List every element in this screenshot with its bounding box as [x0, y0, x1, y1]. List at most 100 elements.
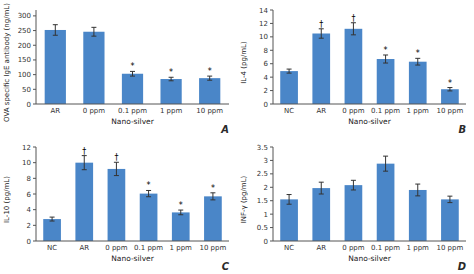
- panel: 024681012NCAR0 ppm0.1 ppm1 ppm10 ppm††**…: [3, 144, 230, 273]
- y-axis: [273, 10, 274, 104]
- y-tick-label: 4: [264, 74, 269, 82]
- bar: [312, 34, 330, 105]
- annotation: *: [211, 184, 215, 193]
- y-tick-label: 100: [18, 71, 31, 79]
- x-tick-label: 0 ppm: [105, 244, 128, 252]
- panel-label: C: [222, 261, 230, 272]
- error-line: [383, 171, 388, 172]
- y-tick-label: 12: [259, 20, 268, 28]
- error-bar: [178, 210, 183, 215]
- y-axis: [36, 147, 37, 241]
- bar: [409, 190, 427, 241]
- bar: [172, 212, 190, 241]
- y-tick-label: 8: [27, 175, 31, 183]
- error-bar: [447, 88, 452, 91]
- y-tick-label: 14: [259, 7, 268, 15]
- bar: [377, 59, 395, 104]
- x-tick-label: 10 ppm: [199, 244, 226, 252]
- y-tick-label: 2: [264, 184, 268, 192]
- bar: [377, 164, 395, 241]
- error-line: [415, 184, 420, 185]
- error-line: [130, 76, 135, 77]
- bar: [345, 29, 363, 104]
- y-tick-label: 0.5: [257, 224, 268, 232]
- error-line: [209, 76, 210, 80]
- y-label: INF-γ (pg/mL): [240, 175, 248, 223]
- bar: [43, 219, 61, 241]
- error-bar: [207, 76, 212, 80]
- y-tick-label: 4: [27, 206, 32, 214]
- x-tick-label: 1 ppm: [170, 244, 193, 252]
- x-tick-label: 0 ppm: [342, 244, 365, 252]
- figure: 050100150200250300AR0 ppm0.1 ppm1 ppm10 …: [0, 0, 474, 274]
- error-line: [171, 77, 172, 81]
- bar: [345, 185, 363, 241]
- annotation: *: [384, 46, 388, 55]
- x-tick-label: NC: [284, 244, 294, 252]
- error-line: [53, 35, 58, 36]
- y-tick-label: 1.5: [257, 197, 268, 205]
- x-tick-label: 0.1 ppm: [118, 107, 147, 115]
- error-bar: [53, 25, 58, 36]
- y-tick-label: 2: [27, 222, 31, 230]
- y-tick-label: 8: [264, 47, 268, 55]
- y-tick-label: 10: [259, 33, 268, 41]
- error-line: [178, 214, 183, 215]
- error-line: [82, 169, 87, 170]
- error-bar: [114, 162, 119, 175]
- error-line: [289, 69, 290, 73]
- error-line: [383, 63, 388, 64]
- bar: [312, 188, 330, 241]
- error-line: [319, 182, 324, 183]
- annotation: †: [351, 14, 355, 23]
- annotation: *: [169, 68, 173, 77]
- bar: [204, 196, 222, 241]
- error-line: [287, 194, 292, 195]
- bar: [122, 74, 143, 104]
- x-tick-label: AR: [79, 244, 89, 252]
- x-tick-label: 1 ppm: [407, 244, 430, 252]
- error-line: [146, 196, 151, 197]
- error-bar: [146, 190, 151, 196]
- annotation: *: [416, 49, 420, 58]
- y-tick-label: 250: [18, 27, 31, 35]
- error-bar: [210, 193, 215, 200]
- error-line: [383, 156, 388, 157]
- y-label: OVA specific IgE antibody (ng/mL): [3, 3, 11, 122]
- x-tick-label: 10 ppm: [436, 107, 463, 115]
- error-bar: [383, 55, 388, 63]
- bar: [441, 199, 459, 241]
- y-axis: [36, 10, 37, 104]
- y-tick-label: 6: [264, 60, 269, 68]
- error-line: [319, 194, 324, 195]
- x-label: Nano-silver: [348, 117, 392, 126]
- annotation: †: [319, 20, 323, 29]
- y-label: IL-4 (pg/mL): [240, 41, 248, 84]
- error-line: [50, 221, 55, 222]
- y-tick-label: 0: [264, 101, 268, 109]
- error-bar: [447, 196, 452, 202]
- error-line: [287, 73, 292, 74]
- error-line: [447, 196, 452, 197]
- error-line: [385, 156, 386, 171]
- bar: [45, 30, 66, 104]
- x-tick-label: 0 ppm: [342, 107, 365, 115]
- panel: 02468101214NCAR0 ppm0.1 ppm1 ppm10 ppm††…: [240, 7, 466, 136]
- error-line: [449, 88, 450, 91]
- error-line: [55, 25, 56, 36]
- y-tick-label: 200: [18, 42, 31, 50]
- x-tick-label: 10 ppm: [196, 107, 223, 115]
- error-line: [289, 195, 290, 205]
- error-bar: [287, 195, 292, 205]
- y-tick-label: 0: [264, 238, 268, 246]
- x-tick-label: AR: [316, 107, 326, 115]
- x-tick-label: 0.1 ppm: [371, 244, 400, 252]
- bar: [108, 169, 126, 241]
- error-bar: [130, 71, 135, 76]
- bar: [199, 78, 220, 104]
- y-label: IL-10 (pg/mL): [3, 176, 11, 223]
- bar: [160, 79, 181, 104]
- annotation: *: [131, 62, 135, 71]
- error-line: [321, 182, 322, 194]
- x-tick-label: 1 ppm: [160, 107, 183, 115]
